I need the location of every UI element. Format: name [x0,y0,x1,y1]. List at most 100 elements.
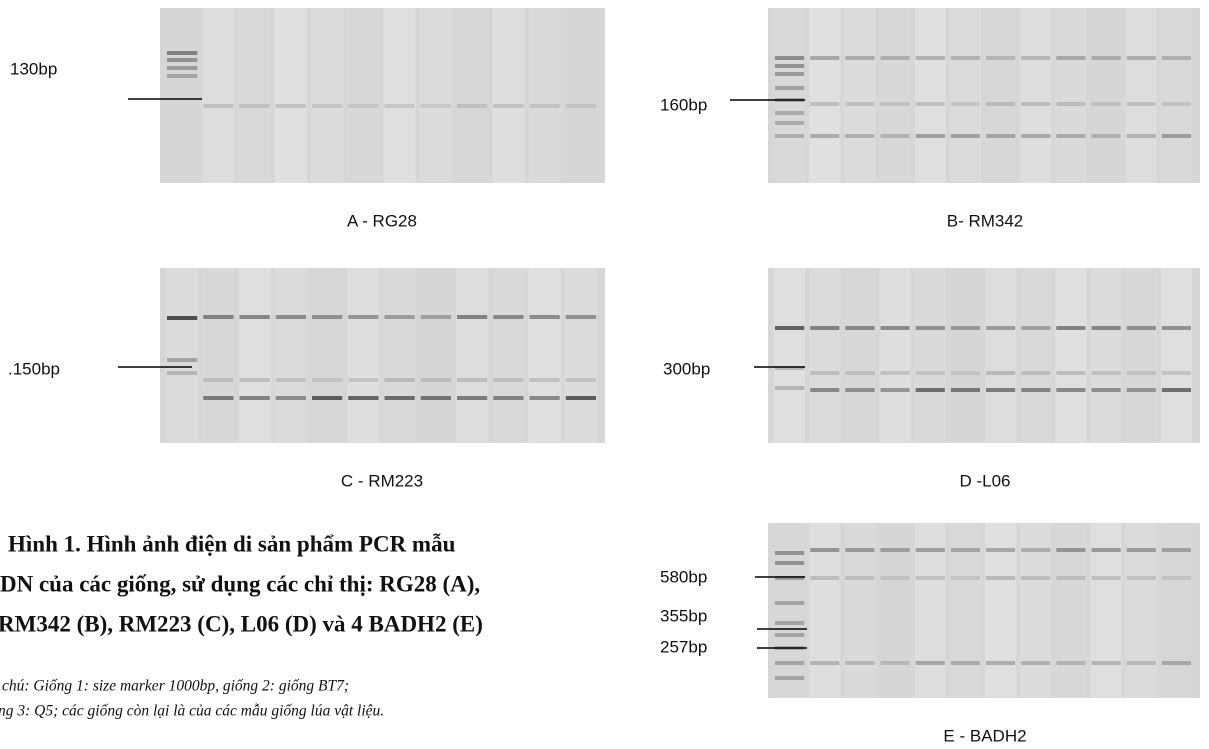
gel-band [1161,661,1191,665]
gel-band [950,576,980,580]
gel-band [312,315,343,319]
gel-band [167,74,198,78]
gel-lane [166,268,199,443]
gel-lane [844,8,876,183]
gel-lane [1055,523,1087,698]
gel-band [529,104,560,108]
gel-band [950,134,980,138]
gel-band [950,102,980,106]
gel-band [1091,661,1121,665]
gel-band [203,378,234,382]
gel-band [1091,56,1121,60]
gel-lane [809,8,841,183]
gel-band [775,561,805,565]
gel-band [529,396,560,400]
gel-band [915,371,945,375]
gel-band [420,315,451,319]
panel-caption: E - BADH2 [943,726,1026,745]
gel-images [160,8,1200,698]
gel-lane [564,268,597,443]
gel-band [1021,548,1051,552]
gel-band [457,315,488,319]
gel-lane [1020,523,1052,698]
gel-band [810,134,840,138]
note-line: ng 3: Q5; các giống còn lại là của các m… [0,703,384,720]
gel-band [420,378,451,382]
gel-lane [1160,268,1192,443]
gel-band [312,396,343,400]
gel-band [167,58,198,62]
gel-band [880,548,910,552]
gel-band [845,56,875,60]
gel-band [775,676,805,680]
figure-caption-line: DN của các giống, sử dụng các chỉ thị: R… [0,571,480,596]
gel-lane [985,523,1017,698]
gel-lane [274,8,307,183]
gel-band [915,661,945,665]
gel-lane [1160,523,1192,698]
gel-band [775,64,805,68]
note-line: chú: Giống 1: size marker 1000bp, giống … [2,678,349,695]
panel-caption: D -L06 [959,471,1010,490]
gel-band [457,378,488,382]
gel-band [986,548,1016,552]
gel-band [239,104,270,108]
gel-band [167,316,198,320]
gel-band [775,621,805,625]
gel-lane [1125,8,1157,183]
gel-lane [166,8,199,183]
gel-band [775,601,805,605]
gel-band [312,104,343,108]
gel-band [845,548,875,552]
gel-band [1056,102,1086,106]
gel-band [348,315,379,319]
gel-lane [774,523,806,698]
gel-band [845,102,875,106]
marker-label: 257bp [660,637,707,656]
gel-band [1126,661,1156,665]
gel-band [348,378,379,382]
gel-band [1091,134,1121,138]
gel-band [203,104,234,108]
gel-band [1126,548,1156,552]
gel-lane [492,268,525,443]
gel-lane [347,268,380,443]
gel-band [384,315,415,319]
gel-band [239,315,270,319]
gel-band [167,66,198,70]
gel-band [845,576,875,580]
gel-lane [1090,8,1122,183]
gel-band [493,378,524,382]
gel-band [1161,388,1191,392]
gel-lane [1160,8,1192,183]
gel-lane [347,8,380,183]
gel-lane [238,8,271,183]
gel-band [167,371,198,375]
gel-band [880,388,910,392]
panel-caption: A - RG28 [347,211,417,230]
gel-band [775,633,805,637]
gel-band [880,326,910,330]
gel-band [1161,102,1191,106]
gel-band [986,102,1016,106]
gel-band [1021,56,1051,60]
gel-band [457,396,488,400]
gel-lane [528,8,561,183]
gel-band [1056,371,1086,375]
figure-caption-line: RM342 (B), RM223 (C), L06 (D) và 4 BADH2… [0,611,483,636]
gel-band [1056,388,1086,392]
gel-lane [456,8,489,183]
gel-band [565,378,596,382]
gel-band [565,396,596,400]
gel-band [348,104,379,108]
gel-band [275,378,306,382]
gel-band [880,576,910,580]
gel-band [845,371,875,375]
gel-band [1161,548,1191,552]
gel-band [986,326,1016,330]
gel-lane [949,268,981,443]
marker-label: 130bp [10,59,57,78]
gel-band [1126,102,1156,106]
marker-label: 160bp [660,95,707,114]
